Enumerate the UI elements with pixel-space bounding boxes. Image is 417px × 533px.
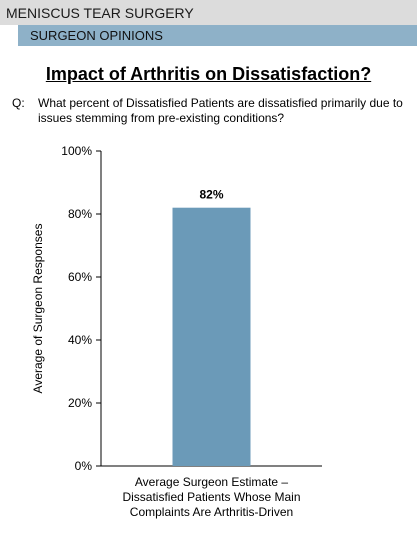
x-category-label-line: Complaints Are Arthritis-Driven xyxy=(130,505,293,519)
chart-title: Impact of Arthritis on Dissatisfaction? xyxy=(45,64,372,84)
y-tick-label: 100% xyxy=(61,144,92,158)
question-text: What percent of Dissatisfied Patients ar… xyxy=(38,96,403,125)
header-bar: MENISCUS TEAR SURGERY xyxy=(0,0,417,25)
bar-value-label: 82% xyxy=(199,188,223,202)
y-tick-label: 60% xyxy=(68,270,92,284)
bar xyxy=(172,207,251,466)
header-title: MENISCUS TEAR SURGERY xyxy=(6,5,194,21)
y-tick-label: 20% xyxy=(68,396,92,410)
x-category-label-line: Average Surgeon Estimate – xyxy=(135,475,289,489)
x-category-label-line: Dissatisfied Patients Whose Main xyxy=(122,490,300,504)
question-label: Q: xyxy=(12,96,25,110)
y-tick-label: 40% xyxy=(68,333,92,347)
y-tick-label: 0% xyxy=(75,459,93,473)
y-axis-title: Average of Surgeon Responses xyxy=(31,224,45,394)
y-tick-label: 80% xyxy=(68,207,92,221)
subheader-title: SURGEON OPINIONS xyxy=(30,28,163,43)
subheader-bar: SURGEON OPINIONS xyxy=(18,25,417,46)
